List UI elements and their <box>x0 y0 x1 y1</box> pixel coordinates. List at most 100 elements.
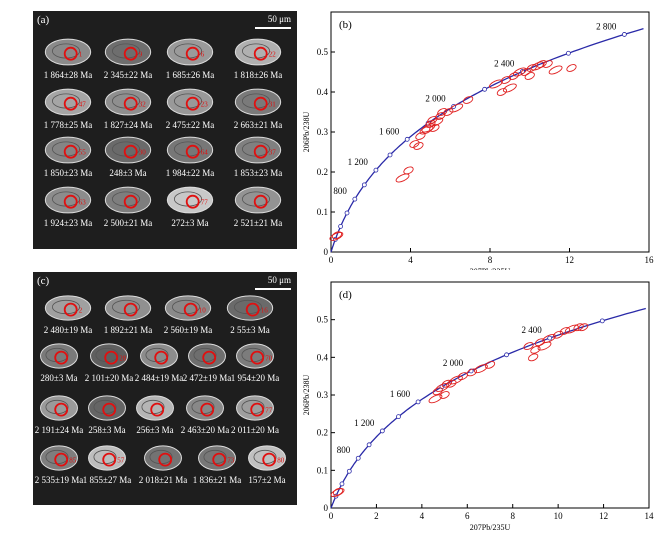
zircon-grain: 37 <box>231 133 285 167</box>
grain-age-label: 2 480±19 Ma <box>43 325 93 335</box>
spot-number: 32 <box>139 101 147 109</box>
panel-a-label: (a) <box>37 14 50 26</box>
analysis-spot <box>185 144 200 159</box>
analysis-spot <box>54 402 69 417</box>
error-ellipse <box>484 360 496 369</box>
error-ellipse <box>548 65 563 75</box>
error-ellipse <box>441 379 452 388</box>
concordia-age-marker <box>361 182 367 188</box>
analysis-spot <box>54 350 69 365</box>
analysis-spot <box>245 302 260 317</box>
y-tick-label: 0.1 <box>317 207 328 217</box>
x-tick-label: 4 <box>408 255 413 265</box>
error-ellipse <box>329 231 344 241</box>
analysis-spot <box>185 46 200 61</box>
spot-number: 63 <box>79 199 87 207</box>
error-ellipse <box>496 88 508 96</box>
error-ellipse <box>413 142 424 150</box>
grain-age-label: 1 954±20 Ma <box>230 373 280 383</box>
x-tick-label: 0 <box>329 255 334 265</box>
error-ellipse <box>577 323 589 332</box>
concordia-chart-b-svg: 0 4 8 12 16 0 0.1 0.2 0.3 0.4 0.5 800 1 200 1 600 2 00… <box>302 11 654 276</box>
analysis-spot <box>63 144 78 159</box>
spot-number: 22 <box>269 51 277 59</box>
zircon-grain: 9 <box>101 35 155 69</box>
cl-panel-c: (c) 50 μm 2 2 480±19 Ma 1 892±21 Ma 10 2 560… <box>33 272 297 505</box>
error-ellipse <box>564 324 579 334</box>
concordia-age-marker <box>338 223 343 229</box>
error-ellipse <box>534 338 546 347</box>
grain-age-label: 2 560±19 Ma <box>163 325 213 335</box>
grain-age-label: 1 853±23 Ma <box>233 168 283 178</box>
y-tick-label: 0 <box>324 503 329 513</box>
concordia-age-marker <box>352 196 358 202</box>
error-ellipse <box>439 391 450 399</box>
grain-age-label: 2 101±20 Ma <box>84 373 134 383</box>
concordia-age-label: 1 200 <box>348 157 369 167</box>
analysis-spot <box>158 452 173 467</box>
zircon-grain <box>101 183 155 217</box>
zircon-grain <box>185 340 229 372</box>
concordia-age-marker <box>339 481 345 487</box>
error-ellipse <box>435 382 450 392</box>
x-tick-label: 2 <box>374 511 379 521</box>
analysis-spot <box>123 194 138 209</box>
concordia-curve <box>330 27 644 253</box>
y-tick-label: 0.4 <box>317 352 329 362</box>
error-ellipse <box>566 64 577 72</box>
analysis-spot <box>123 144 138 159</box>
analysis-spot <box>253 144 268 159</box>
concordia-age-label: 2 400 <box>494 59 515 69</box>
grain-age-label: 2 191±24 Ma <box>34 425 84 435</box>
x-tick-label: 12 <box>599 511 608 521</box>
spot-number: 85 <box>69 457 77 465</box>
zircon-grain: 28 <box>87 340 131 372</box>
zircon-grain: 80 <box>245 442 289 474</box>
cl-panel-a: (a) 50 μm 1 1 864±28 Ma 9 2 345±22 Ma 6 1 685… <box>33 11 297 249</box>
x-tick-label: 12 <box>565 255 574 265</box>
zircon-grain: 55 <box>41 133 95 167</box>
error-ellipse <box>537 341 552 351</box>
x-tick-label: 8 <box>510 511 515 521</box>
spot-number: 47 <box>79 101 87 109</box>
zircon-grain: 10 <box>161 292 215 324</box>
zircon-grain: 57 <box>85 442 129 474</box>
zircon-grain: 2 <box>41 292 95 324</box>
grain-age-label: 272±3 Ma <box>171 218 209 228</box>
error-ellipse <box>573 323 584 332</box>
chart-panel-label: (d) <box>339 289 352 301</box>
concordia-age-marker <box>599 318 605 324</box>
error-ellipse <box>330 488 345 498</box>
spot-number: 16 <box>261 307 269 315</box>
spot-number: 37 <box>269 149 277 157</box>
error-ellipse <box>524 72 535 80</box>
error-ellipse <box>332 487 344 496</box>
panel-c-scale-label: 50 μm <box>267 275 291 285</box>
zircon-grain <box>141 442 185 474</box>
analysis-spot <box>250 402 265 417</box>
panel-a-scale-label: 50 μm <box>267 14 291 24</box>
panel-c-scale-bar <box>255 288 291 290</box>
x-tick-label: 0 <box>329 511 334 521</box>
analysis-spot <box>63 302 78 317</box>
panel-a-scale-bar <box>255 27 291 29</box>
zircon-grain: 6 <box>163 35 217 69</box>
error-ellipse <box>395 173 410 183</box>
concordia-age-label: 2 000 <box>425 93 446 103</box>
y-tick-label: 0.2 <box>317 428 328 438</box>
zircon-grain: 31 <box>231 85 285 119</box>
error-ellipse <box>449 103 464 113</box>
x-axis-label: 207Pb/235U <box>470 523 511 532</box>
error-ellipse <box>552 330 564 339</box>
zircon-grain: 73 <box>195 442 239 474</box>
analysis-spot <box>123 302 138 317</box>
error-ellipse <box>502 83 517 93</box>
spot-number: 30 <box>139 149 147 157</box>
grain-age-label: 1 778±25 Ma <box>43 120 93 130</box>
concordia-age-label: 2 800 <box>596 21 617 31</box>
y-tick-label: 0.1 <box>317 465 328 475</box>
analysis-spot <box>185 96 200 111</box>
spot-number: 23 <box>201 101 209 109</box>
error-ellipse <box>528 353 539 362</box>
error-ellipse <box>508 72 520 80</box>
